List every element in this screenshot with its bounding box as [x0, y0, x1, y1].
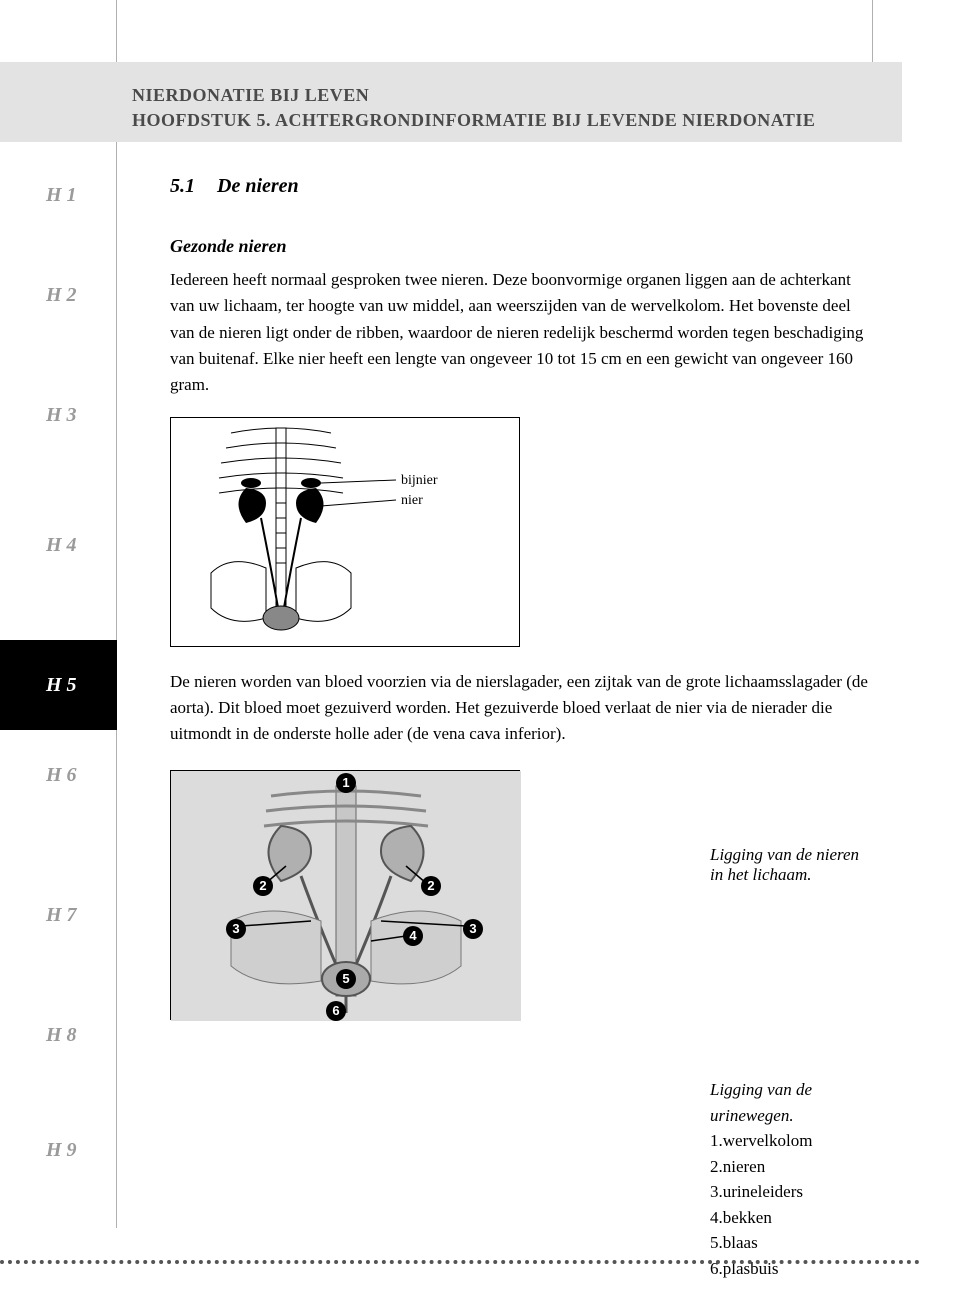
subheading: Gezonde nieren [170, 236, 870, 257]
section-number: 5.1 [170, 175, 195, 198]
figure-2-marker-1: 1 [336, 773, 356, 793]
header-title-2: HOOFDSTUK 5. ACHTERGRONDINFORMATIE BIJ L… [132, 110, 902, 131]
main-content: 5.1 De nieren Gezonde nieren Iedereen he… [170, 175, 870, 1020]
figure-2-legend: Ligging van de urinewegen. 1.wervelkolom… [710, 1077, 870, 1281]
sidebar-item-h1: H 1 [40, 175, 100, 215]
figure-2-caption: Ligging van de urinewegen. [710, 1077, 870, 1128]
figure-2-legend-1: 1.wervelkolom [710, 1128, 870, 1154]
sidebar-item-h6: H 6 [40, 755, 100, 795]
figure-2-legend-4: 4.bekken [710, 1205, 870, 1231]
paragraph-1: Iedereen heeft normaal gesproken twee ni… [170, 267, 870, 399]
header-band: NIERDONATIE BIJ LEVEN HOOFDSTUK 5. ACHTE… [0, 62, 902, 142]
section-title: De nieren [217, 175, 299, 198]
figure-1-caption: Ligging van de nieren in het lichaam. [710, 845, 870, 885]
figure-2-marker-2l: 2 [253, 876, 273, 896]
figure-2-marker-2r: 2 [421, 876, 441, 896]
sidebar-item-h4: H 4 [40, 525, 100, 565]
sidebar-item-h5-active: H 5 [0, 640, 117, 730]
figure-2-legend-3: 3.urineleiders [710, 1179, 870, 1205]
sidebar-item-h9: H 9 [40, 1130, 100, 1170]
paragraph-2: De nieren worden van bloed voorzien via … [170, 669, 870, 748]
header-title-1: NIERDONATIE BIJ LEVEN [132, 85, 902, 106]
figure-2-marker-4: 4 [403, 926, 423, 946]
figure-2-marker-3l: 3 [226, 919, 246, 939]
figure-1-anatomy: bijnier nier [170, 417, 520, 647]
figure-2-legend-5: 5.blaas [710, 1230, 870, 1256]
figure-2-anatomy: 1 2 2 3 3 4 5 6 [170, 770, 520, 1020]
chapter-sidebar: H 1 H 2 H 3 H 4 H 5 H 6 H 7 H 8 H 9 [40, 175, 100, 1170]
figure-1-label-nier: nier [401, 493, 423, 509]
figure-1-label-bijnier: bijnier [401, 473, 438, 489]
figure-2-marker-6: 6 [326, 1001, 346, 1021]
figure-2-marker-5: 5 [336, 969, 356, 989]
figure-2-legend-2: 2.nieren [710, 1154, 870, 1180]
right-rule-top [872, 0, 873, 62]
footer-dotted-rule [0, 1260, 920, 1264]
sidebar-item-h2: H 2 [40, 275, 100, 315]
section-heading: 5.1 De nieren [170, 175, 870, 198]
sidebar-item-h3: H 3 [40, 395, 100, 435]
sidebar-item-h7: H 7 [40, 895, 100, 935]
figure-1-svg [171, 418, 521, 648]
margin-rule-top [116, 0, 117, 62]
sidebar-item-h5-label: H 5 [0, 674, 77, 697]
figure-2-marker-3r: 3 [463, 919, 483, 939]
sidebar-item-h8: H 8 [40, 1015, 100, 1055]
